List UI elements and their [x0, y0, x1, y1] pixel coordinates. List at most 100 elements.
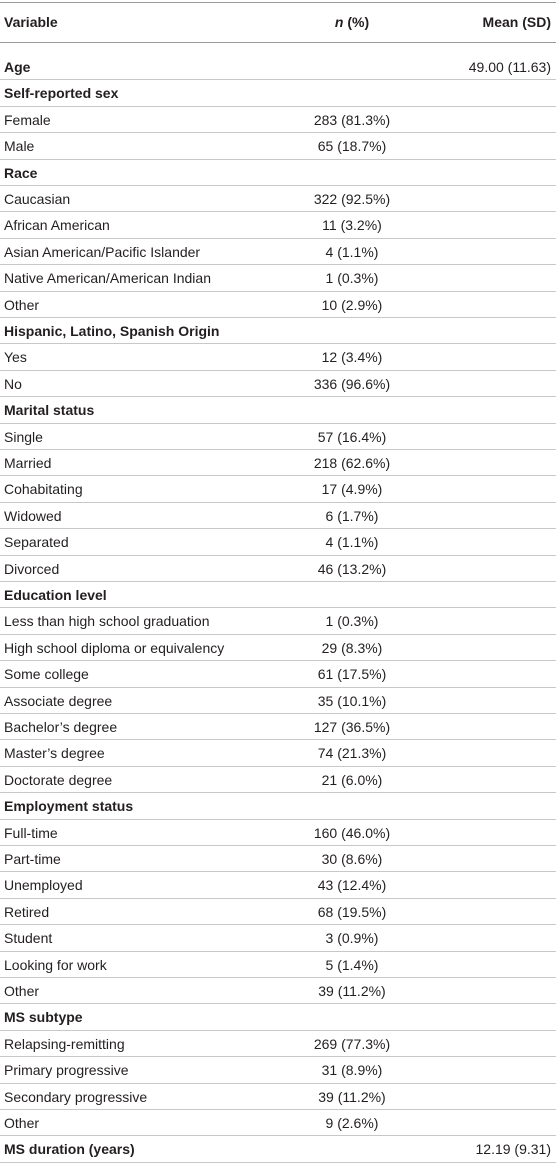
count-cell: 283 (81.3%): [313, 111, 391, 128]
row-rule: [0, 713, 556, 714]
row-rule: [0, 211, 556, 212]
count-cell: 12 (3.4%): [321, 349, 383, 366]
mean-cell: 12.19 (9.31): [475, 1141, 552, 1158]
row-rule: [0, 634, 556, 635]
row-rule: [0, 291, 556, 292]
row-label: High school diploma or equivalency: [4, 639, 225, 656]
row-rule: [0, 132, 556, 133]
row-rule: [0, 1135, 556, 1136]
row-rule: [0, 396, 556, 397]
row-rule: [0, 159, 556, 160]
row-rule: [0, 475, 556, 476]
count-cell: 31 (8.9%): [321, 1062, 383, 1079]
section-label: Education level: [4, 587, 107, 603]
row-rule: [0, 1003, 556, 1004]
row-rule: [0, 528, 556, 529]
row-label: Cohabitating: [4, 481, 83, 498]
header-cell: n (%): [272, 9, 432, 35]
count-cell: 11 (3.2%): [322, 217, 382, 234]
count-cell: 5 (1.4%): [325, 956, 379, 973]
count-cell: 127 (36.5%): [313, 719, 391, 735]
row-label: Other: [4, 983, 40, 999]
row-label: Female: [4, 111, 51, 128]
count-cell: 43 (12.4%): [317, 877, 387, 894]
row-rule: [0, 449, 556, 450]
section-label: Self-reported sex: [4, 85, 119, 102]
row-label: Separated: [4, 534, 69, 551]
row-rule: [0, 871, 556, 872]
row-label: Part-time: [4, 851, 61, 867]
row-label: African American: [4, 217, 110, 234]
count-cell: 35 (10.1%): [317, 692, 387, 709]
header-cell: Variable: [4, 14, 58, 30]
row-label: Bachelor’s degree: [4, 719, 118, 735]
row-rule: [0, 343, 556, 344]
row-label: Unemployed: [4, 877, 83, 894]
row-rule: [0, 264, 556, 265]
header-cell: Mean (SD): [482, 14, 551, 30]
count-cell: 9 (2.6%): [325, 1115, 379, 1131]
row-label: Relapsing-remitting: [4, 1035, 125, 1052]
row-label: Caucasian: [4, 191, 71, 207]
count-cell: 68 (19.5%): [317, 903, 387, 920]
row-rule: [0, 1056, 556, 1057]
count-cell: 269 (77.3%): [313, 1035, 391, 1052]
row-label: Married: [4, 455, 52, 471]
section-label: MS duration (years): [4, 1141, 135, 1158]
count-cell: 336 (96.6%): [313, 375, 391, 392]
row-label: Looking for work: [4, 956, 107, 973]
row-rule: [0, 555, 556, 556]
count-cell: 3 (0.9%): [325, 930, 379, 947]
row-label: Divorced: [4, 560, 60, 577]
row-label: Master’s degree: [4, 745, 105, 762]
row-label: Full-time: [4, 824, 58, 841]
count-cell: 39 (11.2%): [318, 1088, 386, 1105]
count-cell: 218 (62.6%): [313, 455, 391, 471]
count-cell: 39 (11.2%): [318, 983, 386, 999]
count-cell: 6 (1.7%): [325, 507, 379, 524]
row-label: Associate degree: [4, 692, 113, 709]
count-cell: 322 (92.5%): [313, 191, 391, 207]
section-label: Hispanic, Latino, Spanish Origin: [4, 323, 220, 339]
row-label: Other: [4, 1115, 40, 1131]
row-rule: [0, 1162, 556, 1163]
row-rule: [0, 660, 556, 661]
row-label: Widowed: [4, 507, 62, 524]
row-label: Some college: [4, 666, 89, 683]
row-rule: [0, 924, 556, 925]
row-label: Primary progressive: [4, 1062, 129, 1079]
row-label: No: [4, 375, 22, 392]
count-cell: 1 (0.3%): [325, 270, 379, 287]
header-italic: n: [334, 14, 344, 30]
count-cell: 160 (46.0%): [313, 824, 391, 841]
section-label: Marital status: [4, 402, 95, 419]
count-cell: 46 (13.2%): [317, 560, 387, 577]
row-rule: [0, 106, 556, 107]
section-label: Employment status: [4, 798, 134, 815]
top-rule: [0, 2, 556, 3]
row-label: Less than high school graduation: [4, 613, 210, 630]
row-rule: [0, 370, 556, 371]
section-label: Age: [4, 59, 31, 75]
count-cell: 1 (0.3%): [325, 613, 379, 630]
row-label: Doctorate degree: [4, 771, 113, 788]
row-rule: [0, 819, 556, 820]
count-cell: 21 (6.0%): [321, 771, 383, 788]
row-rule: [0, 607, 556, 608]
count-cell: 74 (21.3%): [317, 745, 387, 762]
count-cell: 17 (4.9%): [321, 481, 383, 498]
row-label: Other: [4, 296, 40, 313]
header-text: (%): [343, 14, 370, 30]
row-rule: [0, 792, 556, 793]
count-cell: 61 (17.5%): [317, 666, 387, 683]
section-label: MS subtype: [4, 1009, 83, 1026]
row-label: Secondary progressive: [4, 1088, 148, 1105]
row-rule: [0, 951, 556, 952]
row-rule: [0, 79, 556, 80]
row-label: Native American/American Indian: [4, 270, 211, 287]
header-rule: [0, 42, 556, 43]
row-rule: [0, 766, 556, 767]
count-cell: 4 (1.1%): [325, 243, 379, 260]
count-cell: 65 (18.7%): [317, 138, 387, 155]
